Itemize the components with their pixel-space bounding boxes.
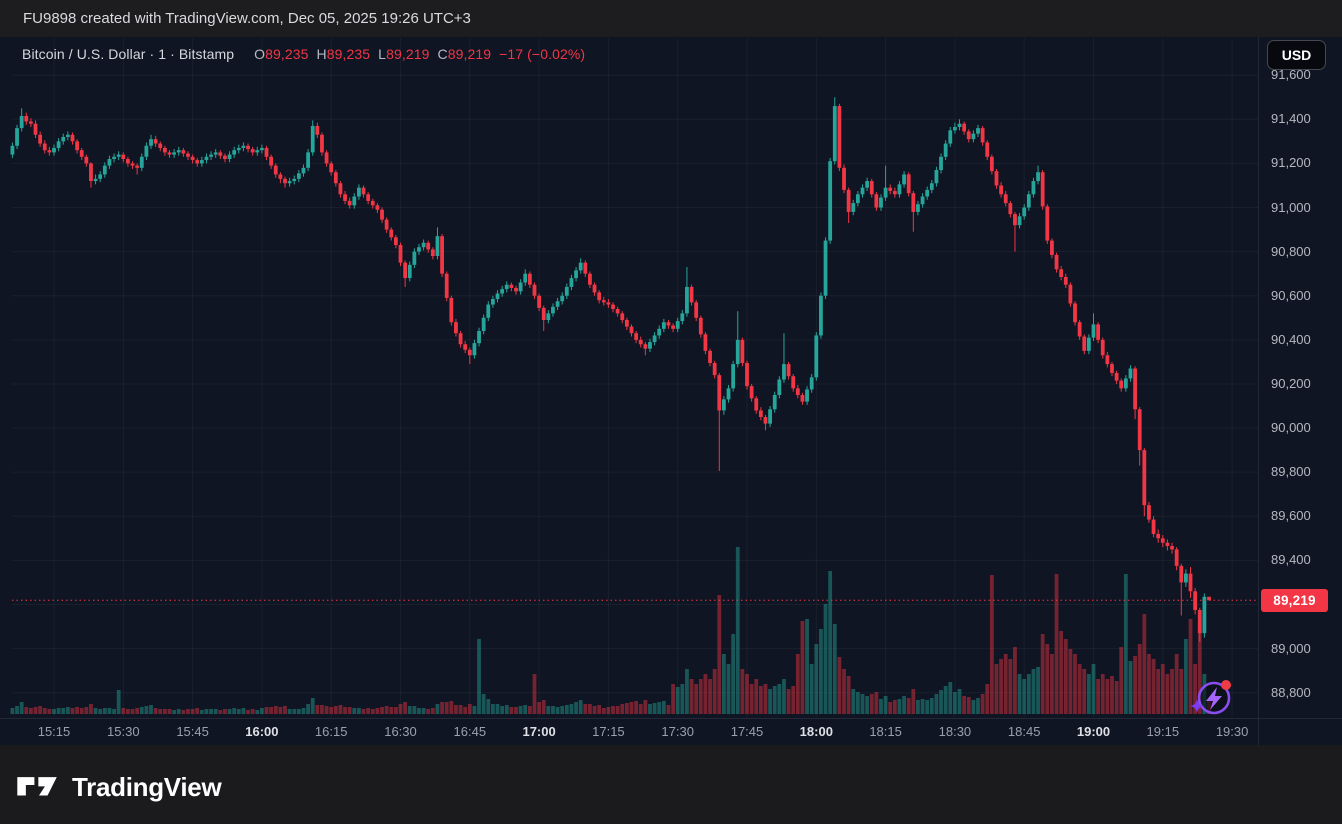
price-tick-label: 90,200	[1271, 375, 1311, 391]
time-tick-label: 19:15	[1146, 724, 1180, 739]
time-tick-label: 17:00	[522, 724, 556, 739]
price-tick-label: 89,400	[1271, 552, 1311, 568]
time-tick-label: 15:45	[176, 724, 209, 739]
ohlc-key: C	[437, 46, 448, 62]
price-tick-label: 88,800	[1271, 684, 1311, 700]
symbol-title: Bitcoin / U.S. Dollar · 1 · Bitstamp	[22, 46, 235, 62]
price-tick-label: 91,600	[1271, 67, 1311, 83]
time-tick-label: 16:45	[453, 724, 487, 739]
price-tick-label: 90,000	[1271, 420, 1311, 436]
price-tick-label: 90,600	[1271, 287, 1311, 303]
price-tick-label: 89,800	[1271, 464, 1311, 480]
ohlc-key: H	[316, 46, 327, 62]
price-tick-label: 89,600	[1271, 508, 1311, 524]
sparkle-icon	[1190, 699, 1204, 713]
time-tick-label: 16:30	[384, 724, 417, 739]
ohlc-value: 89,219	[386, 46, 430, 62]
price-tick-label: 90,400	[1271, 331, 1311, 347]
time-tick-label: 19:30	[1215, 724, 1249, 739]
tradingview-logo-icon	[17, 777, 57, 796]
price-tick-label: 89,000	[1271, 640, 1311, 656]
currency-toggle-button[interactable]: USD	[1267, 40, 1326, 70]
attribution-bar: FU9898 created with TradingView.com, Dec…	[0, 0, 1342, 37]
time-tick-label: 17:15	[592, 724, 625, 739]
ohlc-value: 89,235	[326, 46, 371, 62]
time-tick-label: 18:30	[938, 724, 972, 739]
chart-panel-background	[0, 37, 1342, 745]
change-value: −17 (−0.02%)	[499, 46, 586, 62]
price-tick-label: 91,200	[1271, 155, 1311, 171]
attribution-text: FU9898 created with TradingView.com, Dec…	[23, 10, 471, 27]
time-tick-label: 19:00	[1076, 724, 1111, 739]
time-tick-label: 15:15	[37, 724, 71, 739]
time-tick-label: 17:45	[730, 724, 764, 739]
last-price-label: 89,219	[1261, 588, 1328, 612]
tradingview-logo[interactable]: TradingView	[16, 770, 222, 804]
ohlc-value: 89,235	[265, 46, 309, 62]
price-tick-label: 90,800	[1271, 243, 1311, 259]
time-tick-label: 16:15	[314, 724, 348, 739]
ohlc-key: O	[254, 46, 266, 62]
time-tick-label: 18:00	[799, 724, 833, 739]
time-tick-label: 18:45	[1007, 724, 1041, 739]
price-tick-label: 91,400	[1271, 111, 1311, 127]
ai-assistant-icon[interactable]	[1190, 676, 1238, 722]
time-tick-label: 17:30	[661, 724, 694, 739]
ohlc-key: L	[378, 46, 387, 62]
tradingview-wordmark: TradingView	[72, 771, 222, 802]
time-tick-label: 16:00	[245, 724, 279, 739]
time-tick-label: 18:15	[869, 724, 902, 739]
ohlc-values: O89,235 H89,235 L89,219 C89,219	[246, 46, 491, 62]
lightning-bolt-icon	[1206, 687, 1222, 710]
symbol-legend[interactable]: Bitcoin / U.S. Dollar · 1 · Bitstamp O89,…	[22, 46, 585, 62]
price-tick-label: 91,000	[1271, 199, 1311, 215]
notification-dot	[1221, 680, 1231, 690]
ohlc-value: 89,219	[447, 46, 492, 62]
time-tick-label: 15:30	[107, 724, 140, 739]
branding-bar	[0, 745, 1342, 824]
